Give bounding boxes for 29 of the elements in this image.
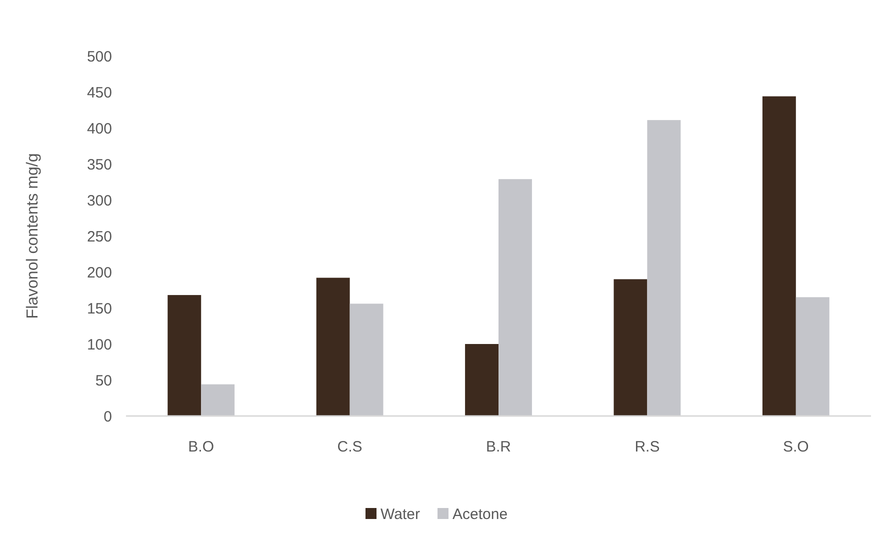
y-tick-label: 250 [86,228,112,246]
bar [316,278,350,416]
bar [647,120,681,416]
y-tick-label: 100 [86,336,112,354]
y-tick-label: 0 [104,408,112,426]
bar [498,179,532,416]
bar [350,304,384,416]
bar [201,384,235,416]
bar [762,96,796,416]
y-tick-label: 50 [95,372,112,390]
x-tick-label: B.O [188,438,214,456]
y-tick-label: 200 [86,264,112,282]
y-tick-label: 450 [86,84,112,102]
x-tick-label: R.S [634,438,660,456]
bar [614,279,648,416]
y-tick-label: 400 [86,120,112,138]
legend-label: Water [380,506,420,523]
y-tick-label: 500 [86,48,112,66]
y-tick-label: 300 [86,192,112,210]
bar [796,297,830,416]
bar [465,344,498,416]
x-tick-label: B.R [486,438,512,456]
y-axis-title: Flavonol contents mg/g [24,153,42,319]
bar [168,295,202,416]
x-tick-label: S.O [782,438,809,456]
y-tick-label: 150 [86,300,112,318]
legend-label: Acetone [452,506,508,523]
y-tick-label: 350 [86,156,112,174]
x-tick-label: C.S [337,438,362,456]
